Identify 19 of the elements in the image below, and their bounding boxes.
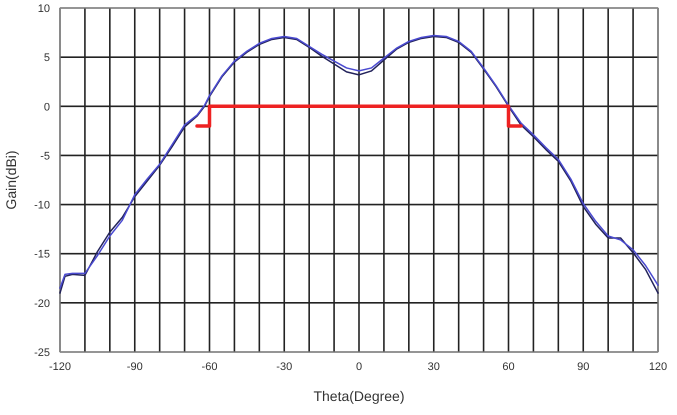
y-tick-label: -25 [34,347,50,359]
x-tick-label: 30 [428,361,440,373]
y-tick-label: -5 [40,150,50,162]
y-tick-label: -20 [34,298,50,310]
x-tick-label: -90 [126,361,143,373]
y-tick-label: 0 [44,101,50,114]
x-tick-label: 60 [502,361,515,373]
y-tick-label: -15 [34,248,50,261]
y-tick-label: -10 [34,200,50,212]
x-tick-label: 90 [577,361,590,373]
y-tick-label: 10 [38,3,50,15]
y-tick-label: 5 [44,52,50,64]
x-axis-title: Theta(Degree) [313,388,405,404]
x-tick-label: -60 [202,361,218,373]
y-axis-title: Gain(dBi) [3,150,19,210]
x-tick-label: -120 [48,361,72,373]
x-tick-label: 120 [648,361,668,373]
x-tick-label: -30 [276,361,292,373]
x-tick-label: 0 [356,361,362,373]
